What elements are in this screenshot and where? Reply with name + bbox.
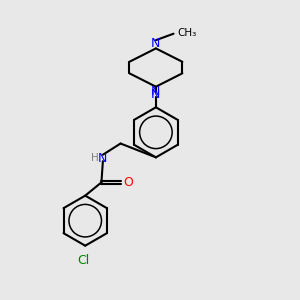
Text: N: N: [151, 88, 160, 101]
Text: Cl: Cl: [78, 254, 90, 267]
Text: H: H: [91, 153, 98, 163]
Text: N: N: [151, 37, 160, 50]
Text: CH₃: CH₃: [177, 28, 196, 38]
Text: N: N: [151, 85, 160, 98]
Text: N: N: [98, 152, 107, 165]
Text: O: O: [123, 176, 133, 189]
